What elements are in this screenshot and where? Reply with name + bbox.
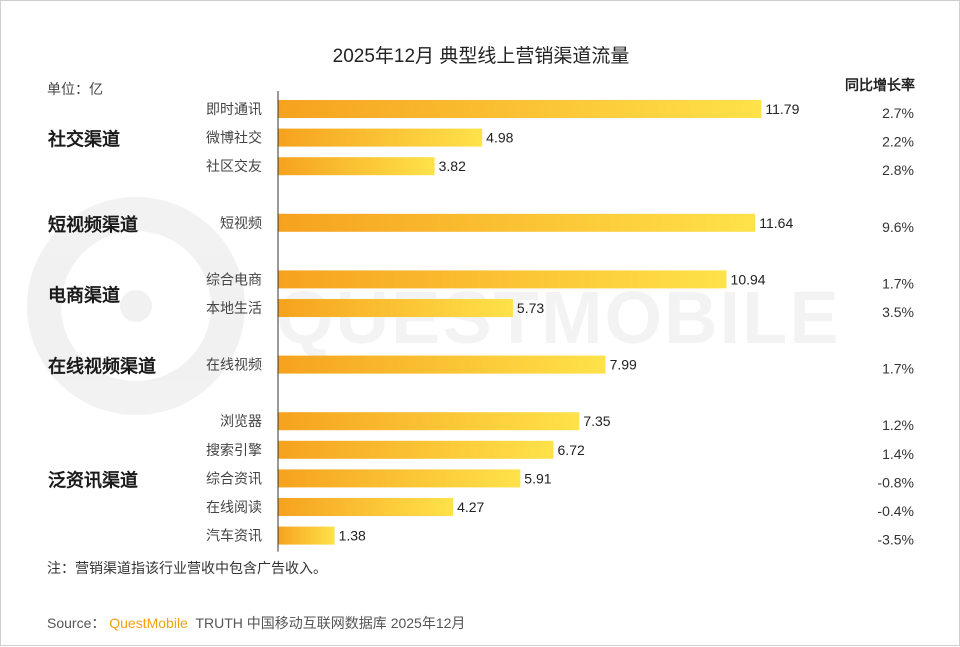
category-label: 即时通讯 xyxy=(206,101,262,117)
bar xyxy=(278,355,606,374)
growth-label: 1.4% xyxy=(882,446,914,462)
value-label: 6.72 xyxy=(558,442,585,458)
category-label: 在线阅读 xyxy=(206,499,262,515)
watermark: QUESTMOBILE xyxy=(27,197,841,415)
category-label: 社区交友 xyxy=(206,158,262,174)
bar xyxy=(278,213,756,232)
value-label: 3.82 xyxy=(439,158,466,174)
bars-layer: 即时通讯 11.79 2.7% 微博社交 4.98 2.2% 社区交友 3.82 2.8% 社交渠… xyxy=(48,100,914,548)
group-label: 电商渠道 xyxy=(48,285,120,306)
bar xyxy=(278,128,483,147)
growth-label: -3.5% xyxy=(877,532,914,548)
category-label: 微博社交 xyxy=(206,130,262,146)
source-brand: QuestMobile xyxy=(109,615,188,631)
growth-label: 9.6% xyxy=(882,219,914,235)
value-label: 4.27 xyxy=(457,499,484,515)
growth-label: 1.2% xyxy=(882,417,914,433)
source-rest: TRUTH 中国移动互联网数据库 2025年12月 xyxy=(195,615,465,631)
chart-title: 2025年12月 典型线上营销渠道流量 xyxy=(333,45,630,67)
bar xyxy=(278,299,513,317)
bar xyxy=(278,526,335,545)
growth-label: 2.2% xyxy=(882,134,914,150)
growth-label: 3.5% xyxy=(882,304,914,320)
value-label: 7.35 xyxy=(583,413,610,429)
growth-label: -0.8% xyxy=(877,474,914,490)
category-label: 本地生活 xyxy=(206,300,262,316)
value-label: 5.91 xyxy=(524,470,551,486)
value-label: 1.38 xyxy=(339,528,366,544)
growth-header: 同比增长率 xyxy=(845,77,915,93)
category-label: 短视频 xyxy=(220,215,262,231)
value-label: 7.99 xyxy=(610,357,637,373)
value-label: 11.64 xyxy=(759,215,793,231)
category-label: 汽车资讯 xyxy=(206,528,262,544)
category-label: 在线视频 xyxy=(206,357,262,373)
value-label: 4.98 xyxy=(486,130,513,146)
watermark-text: QUESTMOBILE xyxy=(276,276,841,359)
value-label: 11.79 xyxy=(765,101,799,117)
growth-label: -0.4% xyxy=(877,503,914,519)
bar xyxy=(278,412,580,431)
value-label: 5.73 xyxy=(517,300,544,316)
bar xyxy=(278,270,727,289)
bar xyxy=(278,498,454,516)
bar xyxy=(278,469,521,488)
bar xyxy=(278,100,762,118)
footnote: 注：营销渠道指该行业营收中包含广告收入。 xyxy=(47,560,327,576)
category-label: 综合资讯 xyxy=(206,470,262,486)
category-label: 浏览器 xyxy=(220,413,262,429)
source-prefix: Source： xyxy=(47,615,105,631)
growth-label: 1.7% xyxy=(882,361,914,377)
growth-label: 2.7% xyxy=(882,105,914,121)
category-label: 综合电商 xyxy=(206,271,262,287)
growth-label: 2.8% xyxy=(882,162,914,178)
group-label: 社交渠道 xyxy=(48,129,120,150)
category-label: 搜索引擎 xyxy=(206,442,262,458)
growth-label: 1.7% xyxy=(882,275,914,291)
group-label: 在线视频渠道 xyxy=(48,356,156,377)
bar xyxy=(278,157,435,176)
group-label: 泛资讯渠道 xyxy=(48,469,138,490)
value-label: 10.94 xyxy=(731,271,766,287)
unit-label: 单位：亿 xyxy=(47,81,103,97)
source-line: Source： QuestMobile TRUTH 中国移动互联网数据库 202… xyxy=(47,615,465,631)
watermark-logo-icon xyxy=(27,197,245,415)
bar xyxy=(278,440,554,459)
group-label: 短视频渠道 xyxy=(48,214,138,235)
